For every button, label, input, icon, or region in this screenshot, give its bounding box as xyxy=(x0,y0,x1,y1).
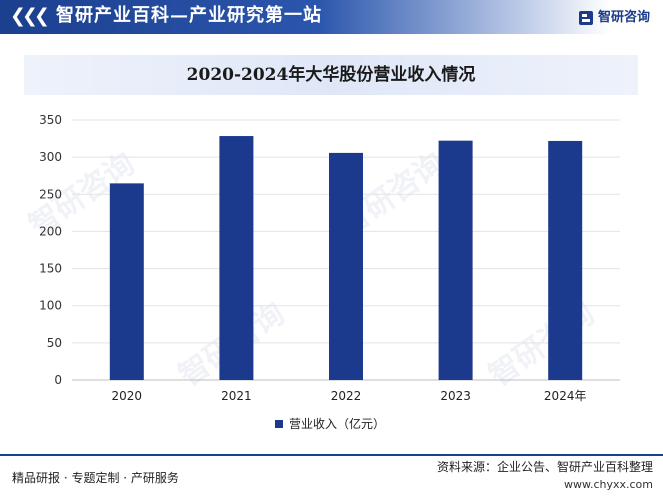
legend-swatch xyxy=(275,420,283,428)
y-tick-label: 0 xyxy=(54,373,62,387)
x-tick-label: 2024年 xyxy=(544,389,587,403)
y-tick-label: 150 xyxy=(39,262,62,276)
x-tick-label: 2021 xyxy=(221,389,252,403)
y-tick-label: 200 xyxy=(39,224,62,238)
legend-label: 营业收入（亿元） xyxy=(289,417,386,431)
y-tick-label: 250 xyxy=(39,187,62,201)
y-tick-label: 350 xyxy=(39,113,62,127)
chart-title: 2020-2024年大华股份营业收入情况 xyxy=(186,65,476,85)
y-tick-label: 50 xyxy=(47,336,62,350)
bar xyxy=(438,140,473,380)
double-chevron-icon: ❮ xyxy=(22,5,38,27)
x-tick-label: 2020 xyxy=(112,389,143,403)
y-tick-label: 100 xyxy=(39,299,62,313)
bar xyxy=(548,140,583,380)
y-tick-label: 300 xyxy=(39,150,62,164)
footer-divider xyxy=(0,454,663,456)
bar xyxy=(109,183,144,380)
footer-services: 精品研报 · 专题定制 · 产研服务 xyxy=(12,471,179,485)
bar xyxy=(219,136,254,380)
brand-logo-icon xyxy=(578,11,593,25)
bar xyxy=(329,152,363,380)
footer-url[interactable]: www.chyxx.com xyxy=(563,478,653,491)
footer-source: 资料来源：企业公告、智研产业百科整理 xyxy=(436,460,653,474)
chart-title-band xyxy=(24,55,638,95)
chart-legend: 营业收入（亿元） xyxy=(275,415,385,433)
page-title: 智研产业百科—产业研究第一站 xyxy=(56,5,322,26)
x-tick-label: 2022 xyxy=(331,389,362,403)
double-chevron-icon: ❮ xyxy=(10,5,26,27)
x-tick-label: 2023 xyxy=(440,389,471,403)
header-bar: ❮ ❮ ❮ 智研产业百科—产业研究第一站 智研咨询 xyxy=(0,0,663,34)
double-chevron-icon: ❮ xyxy=(34,5,50,27)
brand-logo[interactable]: 智研咨询 xyxy=(578,8,650,28)
brand-name: 智研咨询 xyxy=(597,10,650,25)
